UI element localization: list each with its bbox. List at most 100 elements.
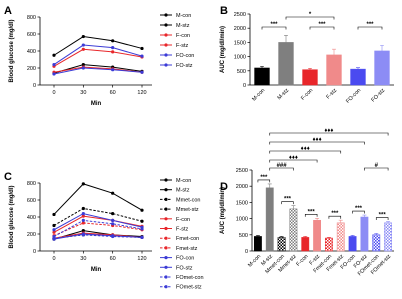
legend-marker bbox=[164, 226, 168, 231]
bracket bbox=[269, 167, 294, 171]
bracket bbox=[281, 201, 294, 205]
legend-label: Fmet-stz bbox=[176, 246, 198, 252]
legend-label: F-stz bbox=[176, 227, 188, 233]
legend-label: Fmet-con bbox=[176, 236, 199, 242]
point bbox=[81, 34, 85, 39]
point bbox=[81, 63, 85, 67]
legend-marker bbox=[164, 275, 168, 279]
y-tick-label: 800 bbox=[27, 15, 36, 21]
point bbox=[111, 50, 115, 54]
point bbox=[111, 46, 115, 50]
bracket bbox=[328, 215, 342, 219]
annotation: *** bbox=[284, 197, 292, 203]
point bbox=[140, 208, 144, 212]
y-tick-label: 400 bbox=[27, 215, 36, 221]
y-tick-label: 500 bbox=[237, 69, 246, 75]
legend-label: FOmet-stz bbox=[176, 285, 202, 291]
point bbox=[140, 227, 144, 231]
x-tick-label: 0 bbox=[52, 256, 55, 262]
point bbox=[81, 214, 85, 218]
bar bbox=[372, 234, 381, 252]
y-tick-label: 1000 bbox=[234, 55, 246, 61]
bar bbox=[302, 69, 318, 86]
legend-marker bbox=[164, 13, 168, 17]
bracket bbox=[375, 217, 389, 221]
y-tick-label: 1500 bbox=[236, 200, 248, 206]
legend-label: FO-con bbox=[176, 256, 194, 262]
legend-label: Mmet-stz bbox=[176, 207, 199, 213]
bar bbox=[265, 187, 274, 252]
legend-label: FO-con bbox=[176, 53, 194, 59]
point bbox=[111, 234, 115, 239]
error-bar bbox=[338, 219, 343, 223]
series-line bbox=[53, 213, 143, 231]
bar bbox=[289, 208, 298, 252]
error-bar bbox=[291, 205, 296, 209]
point bbox=[52, 223, 56, 228]
x-tick-label: FO-stz bbox=[370, 87, 386, 103]
point bbox=[81, 212, 85, 216]
bar bbox=[348, 236, 357, 252]
bar bbox=[360, 216, 369, 252]
annotation: *** bbox=[331, 211, 339, 217]
point bbox=[81, 43, 85, 47]
annotation: *** bbox=[260, 175, 268, 181]
point bbox=[111, 212, 115, 216]
error-bar bbox=[279, 236, 284, 238]
legend-label: F-con bbox=[176, 33, 190, 39]
annotation: *** bbox=[308, 209, 316, 215]
error-bar bbox=[267, 183, 272, 188]
bracket bbox=[285, 16, 335, 20]
bar bbox=[301, 237, 310, 252]
legend-marker bbox=[164, 33, 168, 37]
annotation: ### bbox=[277, 163, 288, 169]
error-bar bbox=[356, 67, 360, 70]
annotation: # bbox=[375, 163, 379, 169]
series-line bbox=[53, 207, 143, 226]
point bbox=[111, 39, 115, 43]
y-tick-label: 0 bbox=[243, 83, 246, 89]
x-tick-label: 120 bbox=[137, 90, 146, 96]
bracket bbox=[269, 141, 365, 145]
error-bar bbox=[260, 65, 264, 68]
error-bar bbox=[374, 233, 379, 235]
point bbox=[111, 222, 115, 226]
legend-marker bbox=[164, 265, 168, 269]
point bbox=[140, 235, 144, 239]
bracket bbox=[257, 179, 271, 183]
bracket bbox=[309, 26, 335, 30]
point bbox=[81, 206, 85, 211]
point bbox=[81, 218, 85, 222]
series-line bbox=[53, 222, 143, 237]
annotation: *** bbox=[270, 22, 278, 28]
y-tick-label: 1500 bbox=[234, 40, 246, 46]
y-axis-title: AUC (mg/dl/min) bbox=[220, 187, 226, 234]
bar bbox=[313, 219, 322, 252]
legend-label: M-con bbox=[176, 178, 191, 184]
point bbox=[52, 63, 56, 67]
bar bbox=[384, 222, 393, 252]
bracket bbox=[364, 167, 389, 171]
y-tick-label: 400 bbox=[27, 49, 36, 55]
x-tick-label: M-con bbox=[251, 88, 266, 103]
legend-marker bbox=[164, 207, 168, 211]
point bbox=[52, 234, 56, 239]
bracket bbox=[269, 159, 318, 163]
error-bar bbox=[308, 67, 312, 70]
y-tick-label: 2500 bbox=[236, 168, 248, 174]
bar bbox=[278, 42, 294, 86]
annotation: ♦♦♦ bbox=[312, 137, 321, 143]
point bbox=[81, 233, 85, 237]
y-tick-label: 500 bbox=[239, 233, 248, 239]
y-tick-label: 1000 bbox=[236, 217, 248, 223]
series-line bbox=[53, 219, 143, 237]
error-bar bbox=[386, 221, 391, 223]
legend-label: F-con bbox=[176, 217, 190, 223]
legend-marker bbox=[164, 246, 168, 250]
legend-marker bbox=[164, 256, 168, 260]
y-axis-title: Blood glucose (mg/dl) bbox=[9, 186, 15, 249]
panel-label: D bbox=[220, 181, 228, 193]
series-line bbox=[53, 234, 143, 239]
annotation: *** bbox=[318, 22, 326, 28]
